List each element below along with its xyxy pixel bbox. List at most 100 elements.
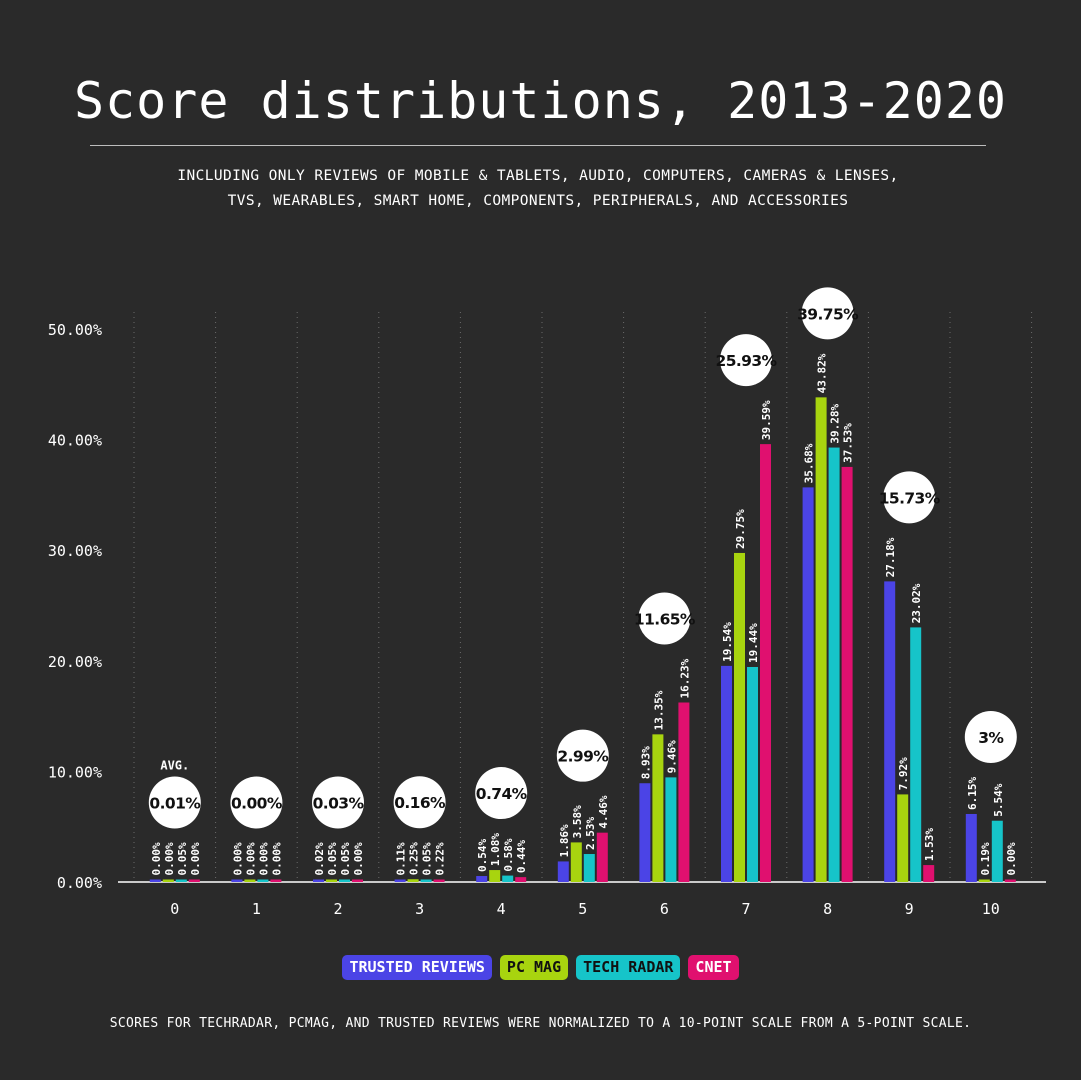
average-bubble: [475, 767, 528, 820]
bar: [639, 783, 651, 882]
bar-value-label: 19.44%: [747, 623, 760, 663]
bar: [965, 813, 977, 882]
x-tick-label: 2: [333, 900, 342, 918]
bar-value-label: 39.59%: [760, 400, 773, 440]
y-tick-label: 0.00%: [57, 874, 102, 892]
bar-value-label: 0.19%: [979, 842, 992, 875]
average-label: 39.75%: [797, 305, 859, 323]
x-tick-label: 10: [982, 900, 1000, 918]
bar: [991, 820, 1003, 882]
bar-value-label: 0.00%: [189, 842, 202, 875]
bar: [583, 854, 595, 882]
bar-value-label: 0.05%: [176, 842, 189, 875]
bar-value-label: 0.54%: [476, 839, 489, 872]
average-bubble: [148, 776, 201, 829]
x-tick-label: 3: [415, 900, 424, 918]
bar: [326, 879, 337, 882]
bar-value-label: 0.44%: [515, 840, 528, 873]
average-label: 0.16%: [394, 794, 446, 812]
bar-value-label: 0.00%: [1005, 842, 1018, 875]
y-tick-label: 50.00%: [48, 321, 102, 339]
average-bubble: [720, 334, 772, 387]
bar-value-label: 16.23%: [678, 658, 691, 698]
bar-value-label: 0.00%: [231, 842, 244, 875]
bar: [257, 879, 269, 882]
avg-heading: AVG.: [160, 759, 189, 773]
bar-value-label: 5.54%: [992, 783, 1005, 816]
chart-subtitle: INCLUDING ONLY REVIEWS OF MOBILE & TABLE…: [90, 164, 986, 214]
bar-value-label: 13.35%: [652, 690, 665, 730]
bar: [678, 702, 690, 882]
bar: [557, 861, 569, 882]
bar-value-label: 0.00%: [257, 842, 270, 875]
x-tick-label: 1: [252, 900, 261, 918]
chart-legend: TRUSTED REVIEWS PC MAG TECH RADAR CNET: [0, 955, 1081, 980]
legend-item: PC MAG: [499, 955, 569, 980]
bar-value-label: 4.46%: [597, 795, 610, 828]
bar-value-label: 0.00%: [244, 842, 257, 875]
bar: [515, 877, 527, 882]
subtitle-line-1: INCLUDING ONLY REVIEWS OF MOBILE & TABLE…: [177, 168, 899, 184]
bar: [502, 875, 514, 882]
average-label: 15.73%: [879, 489, 941, 507]
bar: [747, 666, 758, 882]
average-label: 0.03%: [313, 795, 365, 813]
average-bubble: [638, 592, 691, 645]
average-bubble: [883, 471, 936, 524]
footnote: SCORES FOR TECHRADAR, PCMAG, AND TRUSTED…: [109, 1016, 972, 1031]
bar: [923, 865, 935, 882]
bar-value-label: 39.28%: [829, 403, 842, 443]
y-tick-label: 30.00%: [48, 542, 102, 560]
bar: [978, 879, 990, 882]
bar: [420, 879, 432, 882]
bar-value-label: 0.02%: [313, 842, 326, 875]
average-bubble: [230, 776, 283, 829]
average-bubble: [393, 776, 446, 829]
x-tick-label: 9: [905, 900, 914, 918]
average-label: 0.74%: [476, 785, 528, 803]
bar: [841, 466, 853, 882]
bar-value-label: 6.15%: [966, 776, 979, 809]
average-bubble: [556, 729, 609, 782]
bar: [175, 879, 187, 882]
average-bubble: [964, 710, 1017, 763]
chart-title: Score distributions, 2013-2020: [73, 72, 1008, 130]
bar: [570, 842, 582, 882]
bar-value-label: 7.92%: [897, 757, 910, 790]
bar: [188, 879, 200, 882]
average-bubble: [801, 287, 854, 340]
bar: [394, 879, 406, 882]
y-tick-label: 10.00%: [48, 763, 102, 781]
bar-value-label: 9.46%: [665, 740, 678, 773]
bar: [433, 879, 445, 882]
bar: [665, 777, 677, 882]
bar-value-label: 0.11%: [395, 842, 408, 875]
bar-value-label: 1.08%: [489, 833, 502, 866]
bar: [244, 879, 256, 882]
bar: [476, 876, 488, 882]
bar: [407, 879, 419, 882]
average-label: 0.00%: [231, 795, 283, 813]
bar: [897, 794, 909, 882]
bar: [884, 581, 896, 882]
bar: [910, 627, 922, 882]
bar-value-label: 0.58%: [502, 838, 515, 871]
bar: [149, 879, 161, 882]
bar: [815, 397, 827, 882]
bar-value-label: 8.93%: [639, 746, 652, 779]
bar: [760, 444, 771, 882]
average-bubble: [312, 776, 364, 829]
bar: [352, 879, 363, 882]
average-label: 11.65%: [634, 610, 696, 628]
average-label: 3%: [978, 729, 1004, 747]
bar: [489, 870, 501, 882]
bar: [339, 879, 350, 882]
average-label: 25.93%: [716, 352, 778, 370]
bar-value-label: 1.86%: [558, 824, 571, 857]
bar-value-label: 29.75%: [734, 509, 747, 549]
x-tick-label: 5: [578, 900, 587, 918]
bar-value-label: 43.82%: [816, 353, 829, 393]
legend-item: TRUSTED REVIEWS: [342, 955, 492, 980]
bar: [231, 879, 243, 882]
